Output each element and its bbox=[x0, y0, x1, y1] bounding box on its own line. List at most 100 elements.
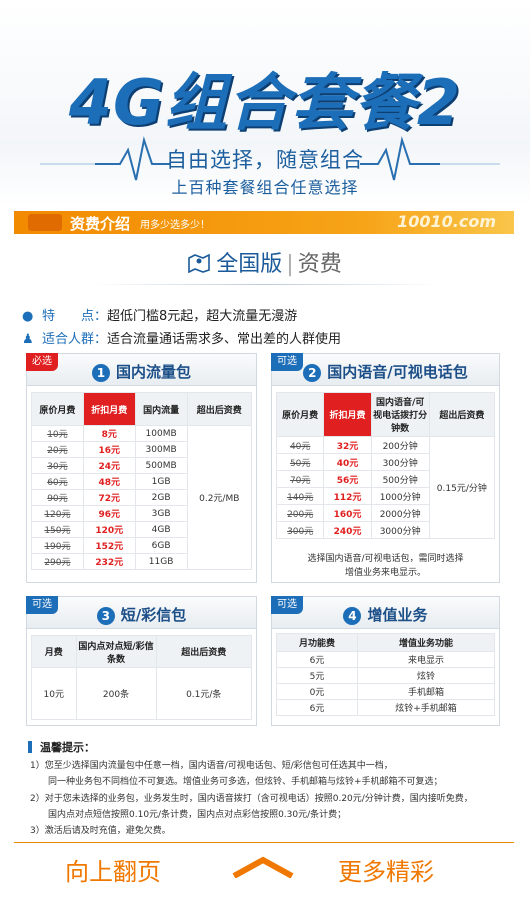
chevron-up-icon[interactable] bbox=[230, 856, 296, 878]
table-row: 5元 炫铃 bbox=[275, 667, 495, 684]
hero-title: 4G组合套餐2 bbox=[68, 66, 462, 139]
fee-cell: 6元 bbox=[275, 651, 359, 668]
table-cell: 200条 bbox=[75, 667, 157, 720]
table-cell: 10元 bbox=[31, 667, 77, 720]
overage-cell: 0.2元/MB bbox=[186, 425, 253, 570]
discount-price-cell: 160元 bbox=[323, 504, 372, 522]
tip-line: 同一种业务包不同档位不可复选。增值业务可多选，但炫铃、手机邮箱与炫铃+手机邮箱不… bbox=[30, 777, 443, 787]
original-price-cell: 30元 bbox=[31, 457, 84, 474]
fee-cell: 6元 bbox=[275, 699, 359, 716]
map-icon bbox=[188, 253, 211, 273]
original-price-cell: 190元 bbox=[31, 537, 84, 554]
feature-cell: 手机邮箱 bbox=[357, 683, 495, 700]
hero-subtitle: 自由选择，随意组合 bbox=[166, 148, 364, 172]
original-price-cell: 10元 bbox=[31, 425, 84, 442]
card-title: 3 短/彩信包 bbox=[27, 604, 256, 625]
minutes-cell: 3000分钟 bbox=[370, 521, 430, 539]
minutes-cell: 300分钟 bbox=[370, 453, 430, 471]
version-separator: | bbox=[286, 252, 294, 277]
original-price-cell: 70元 bbox=[275, 470, 325, 488]
table-row: 6元 来电显示 bbox=[275, 651, 495, 668]
data-package-card: 1 国内流量包 必选 原价月费 折扣月费 国内流量 超出后资费 10元 8元 100M… bbox=[26, 353, 257, 583]
value-added-card: 4 增值业务 可选 月功能费 增值业务功能 6元 来电显示 5元 炫铃 0元 手机邮箱 6元炫… bbox=[271, 596, 500, 726]
ribbon-icon bbox=[28, 214, 62, 231]
discount-price-cell: 120元 bbox=[82, 521, 136, 538]
col-header: 国内语音/可视电话拨打分钟数 bbox=[370, 392, 430, 437]
voice-package-table: 原价月费 折扣月费 国内语音/可视电话拨打分钟数 超出后资费 40元 32元 200… bbox=[275, 392, 496, 539]
original-price-cell: 90元 bbox=[31, 489, 84, 506]
col-header: 原价月费 bbox=[275, 392, 325, 437]
tip-line: 国内点对点短信按照0.10元/条计费，国内点对点彩信按照0.30元/条计费； bbox=[30, 810, 347, 820]
card-header: 2 国内语音/可视电话包 bbox=[272, 354, 499, 386]
original-price-cell: 60元 bbox=[31, 473, 84, 490]
feature-text: 适合流量通话需求多、常出差的人群使用 bbox=[107, 332, 342, 347]
data-volume-cell: 11GB bbox=[134, 553, 188, 570]
col-header: 月费 bbox=[31, 635, 77, 668]
discount-price-cell: 72元 bbox=[82, 489, 136, 506]
table-row: 150元 120元 4GB bbox=[31, 521, 252, 538]
optional-tag: 可选 bbox=[271, 353, 303, 371]
data-volume-cell: 300MB bbox=[134, 441, 188, 458]
data-volume-cell: 500MB bbox=[134, 457, 188, 474]
feature-line-highlights: ● 特 点：超低门槛8元起，超大流量无漫游 bbox=[22, 305, 297, 324]
discount-price-cell: 96元 bbox=[82, 505, 136, 522]
card-title: 2 国内语音/可视电话包 bbox=[272, 361, 499, 382]
version-heading: 全国版 | 资费 bbox=[0, 246, 530, 278]
optional-tag: 可选 bbox=[271, 596, 303, 614]
sms-package-card: 3 短/彩信包 可选 月费 国内点对点短/彩信条数 超出后资费 10元 200条 … bbox=[26, 596, 257, 726]
col-header: 原价月费 bbox=[31, 392, 84, 426]
discount-price-cell: 240元 bbox=[323, 521, 372, 539]
original-price-cell: 290元 bbox=[31, 553, 84, 570]
version-name: 全国版 bbox=[216, 252, 283, 277]
number-badge: 3 bbox=[96, 607, 115, 625]
original-price-cell: 300元 bbox=[275, 521, 325, 539]
table-row: 300元 240元 3000分钟 bbox=[275, 521, 495, 539]
data-package-table: 原价月费 折扣月费 国内流量 超出后资费 10元 8元 100MB 0.2元/MB 20… bbox=[31, 392, 253, 570]
minutes-cell: 2000分钟 bbox=[370, 504, 430, 522]
discount-price-cell: 48元 bbox=[82, 473, 136, 490]
required-tag: 必选 bbox=[26, 353, 58, 371]
data-volume-cell: 100MB bbox=[134, 425, 188, 442]
table-row: 10元 8元 100MB 0.2元/MB bbox=[31, 425, 253, 570]
original-price-cell: 20元 bbox=[31, 441, 84, 458]
voice-package-note: 选择国内语音/可视电话包，需同时选择 增值业务来电显示。 bbox=[276, 552, 495, 580]
col-header: 超出后资费 bbox=[155, 635, 253, 668]
original-price-cell: 120元 bbox=[31, 505, 84, 522]
table-row: 290元 232元 11GB bbox=[31, 553, 252, 570]
card-header: 3 短/彩信包 bbox=[27, 597, 256, 629]
discount-price-cell: 40元 bbox=[323, 453, 372, 471]
original-price-cell: 50元 bbox=[275, 453, 325, 471]
lightbulb-icon: ● bbox=[22, 309, 34, 324]
sms-package-table: 月费 国内点对点短/彩信条数 超出后资费 10元 200条 0.1元/条 bbox=[31, 635, 253, 720]
page-up-link[interactable]: 向上翻页 bbox=[65, 858, 161, 886]
tip-line: 3）激活后请及时充值，避免欠费。 bbox=[30, 826, 171, 836]
table-row: 6元 炫铃+手机邮箱 bbox=[275, 699, 495, 716]
minutes-cell: 500分钟 bbox=[370, 470, 430, 488]
table-row: 0元 手机邮箱 bbox=[275, 683, 495, 700]
discount-price-cell: 152元 bbox=[82, 537, 136, 554]
col-header-highlight: 折扣月费 bbox=[82, 392, 136, 426]
card-header: 1 国内流量包 bbox=[27, 354, 256, 386]
card-title-text: 短/彩信包 bbox=[120, 606, 187, 624]
card-header: 4 增值业务 bbox=[272, 597, 499, 629]
col-header: 超出后资费 bbox=[428, 392, 496, 437]
hero-subtitle-secondary: 上百种套餐组合任意选择 bbox=[171, 178, 359, 197]
table-row: 50元 40元 300分钟 bbox=[275, 453, 495, 471]
heartbeat-wave-decoration bbox=[40, 136, 500, 181]
minutes-cell: 1000分钟 bbox=[370, 487, 430, 505]
more-link[interactable]: 更多精彩 bbox=[338, 858, 434, 886]
optional-tag: 可选 bbox=[26, 596, 58, 614]
value-added-table: 月功能费 增值业务功能 6元 来电显示 5元 炫铃 0元 手机邮箱 6元 炫铃+手机邮箱 bbox=[275, 633, 495, 716]
feature-cell: 炫铃 bbox=[357, 667, 495, 684]
note-line: 增值业务来电显示。 bbox=[344, 568, 426, 578]
original-price-cell: 140元 bbox=[275, 487, 325, 505]
number-badge: 2 bbox=[303, 364, 322, 382]
original-price-cell: 200元 bbox=[275, 504, 325, 522]
tip-line: 2）对于您未选择的业务包，业务发生时，国内语音拨打（含可视电话）按照0.20元/… bbox=[30, 794, 473, 804]
number-badge: 4 bbox=[343, 607, 362, 625]
table-cell: 0.1元/条 bbox=[155, 667, 253, 720]
data-volume-cell: 1GB bbox=[134, 473, 188, 490]
data-volume-cell: 2GB bbox=[134, 489, 188, 506]
discount-price-cell: 24元 bbox=[82, 457, 136, 474]
table-row: 60元 48元 1GB bbox=[31, 473, 252, 490]
